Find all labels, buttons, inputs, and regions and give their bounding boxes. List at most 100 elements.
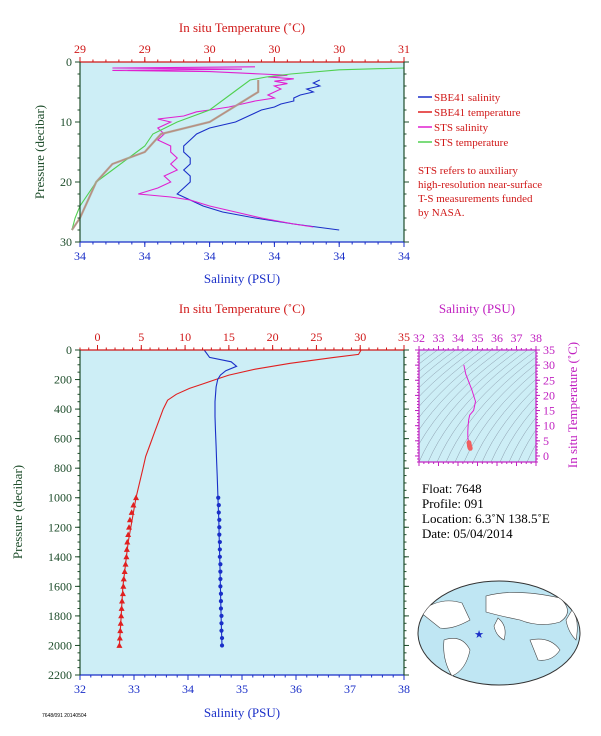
ts-density-contour: [419, 350, 483, 407]
ts-top-tick-label: 32: [413, 331, 425, 345]
temperature-marker: [123, 553, 130, 560]
ts-top-tick-label: 35: [472, 331, 484, 345]
salinity-marker: [216, 510, 221, 515]
full-profile-y-tick-label: 600: [54, 432, 72, 446]
legend-note-line-1: STS refers to auxiliary: [418, 165, 518, 177]
near-surface-series-sbe41-salinity: [176, 79, 340, 231]
temperature-marker: [118, 612, 125, 619]
ts-top-tick-label: 38: [530, 331, 542, 345]
ts-diagram-plot-area: [419, 350, 536, 462]
temperature-marker: [133, 494, 140, 501]
salinity-marker: [216, 503, 221, 508]
ts-right-tick-label: 25: [543, 373, 555, 387]
near-surface-bottom-tick-label: 34: [333, 249, 345, 263]
near-surface-y-tick-label: 0: [66, 55, 72, 69]
full-profile-y-tick-label: 1400: [48, 550, 72, 564]
temperature-marker: [120, 575, 127, 582]
date: Date: 05/04/2014: [422, 526, 513, 541]
ts-density-contour: [419, 350, 474, 398]
full-profile-top-tick-label: 10: [179, 330, 191, 344]
ts-top-tick-label: 34: [452, 331, 464, 345]
ts-density-contour: [419, 350, 510, 445]
ts-right-tick-label: 35: [543, 343, 555, 357]
salinity-marker: [217, 547, 222, 552]
salinity-marker: [219, 621, 224, 626]
near-surface-bottom-tick-label: 34: [139, 249, 151, 263]
ts-density-contour: [436, 350, 536, 462]
salinity-marker: [219, 635, 225, 641]
temperature-marker: [116, 642, 123, 648]
temperature-marker: [124, 538, 131, 545]
ts-density-contour: [508, 417, 536, 462]
temperature-marker: [125, 531, 132, 538]
salinity-marker: [218, 569, 223, 574]
full-profile-bottom-tick-label: 35: [236, 682, 248, 696]
full-profile-bottom-tick-label: 34: [182, 682, 194, 696]
salinity-marker: [218, 606, 224, 611]
full-profile-y-tick-label: 2200: [48, 668, 72, 682]
temperature-marker: [126, 524, 133, 530]
salinity-marker: [217, 539, 222, 545]
full-profile-top-tick-label: 0: [95, 330, 101, 344]
near-surface-top-axis-label: In situ Temperature (˚C): [179, 20, 305, 35]
salinity-marker: [218, 584, 223, 589]
near-surface-bottom-tick-label: 34: [268, 249, 280, 263]
near-surface-top-tick-label: 29: [139, 42, 151, 56]
ts-right-tick-label: 10: [543, 419, 555, 433]
ts-right-tick-label: 20: [543, 388, 555, 402]
ts-diagram-right-axis-label: In situ Temperature (˚C): [565, 342, 580, 468]
full-profile-y-tick-label: 0: [66, 343, 72, 357]
full-profile-y-tick-label: 1800: [48, 609, 72, 623]
ts-density-contour: [517, 429, 536, 462]
ts-density-contour: [481, 387, 536, 462]
full-profile-y-tick-label: 400: [54, 402, 72, 416]
temperature-marker: [117, 620, 124, 626]
full-profile-y-tick-label: 2000: [48, 638, 72, 652]
world-map: ★: [417, 580, 581, 686]
ts-deep-marker: [467, 445, 473, 451]
near-surface-bottom-axis-label: Salinity (PSU): [204, 271, 280, 286]
salinity-marker: [217, 517, 222, 522]
temperature-marker: [126, 516, 133, 523]
legend-label-sbe41-temperature: SBE41 temperature: [434, 107, 521, 119]
temperature-marker: [121, 568, 128, 574]
legend-note-line-2: high-resolution near-surface: [418, 179, 542, 191]
temperature-marker: [130, 501, 137, 508]
location: Location: 6.3˚N 138.5˚E: [422, 511, 550, 526]
ts-density-contour: [472, 378, 536, 462]
near-surface-top-tick-label: 30: [204, 42, 216, 56]
ts-right-tick-label: 30: [543, 358, 555, 372]
ts-density-contour: [419, 350, 501, 431]
full-profile-top-tick-label: 15: [223, 330, 235, 344]
salinity-marker: [218, 591, 224, 596]
salinity-marker: [218, 562, 223, 567]
salinity-marker: [217, 525, 222, 530]
near-surface-series-sts-temperature: [71, 67, 405, 231]
near-surface-chart: 29 29 30 30 30 31 34 34 34 34 34 34 0 10 20 30 In situ …: [32, 20, 410, 286]
near-surface-temperature-overlay: [70, 80, 260, 231]
full-profile-chart: 0 5 10 15 20 25 30 35 32 33 34 35 36 37 38 0 200 400 600 80…: [10, 301, 410, 720]
near-surface-y-tick-label: 20: [60, 175, 72, 189]
legend-note-line-4: by NASA.: [418, 207, 465, 219]
salinity-marker: [217, 554, 222, 559]
legend-label-sts-salinity: STS salinity: [434, 122, 489, 134]
full-profile-top-tick-label: 20: [267, 330, 279, 344]
legend-note-line-3: T-S measurements funded: [418, 193, 533, 205]
ts-density-contours: [419, 350, 536, 462]
full-profile-top-tick-label: 35: [398, 330, 410, 344]
temperature-marker: [122, 561, 129, 567]
salinity-marker: [216, 495, 221, 500]
near-surface-bottom-tick-label: 34: [398, 249, 410, 263]
ts-density-contour: [445, 356, 536, 462]
full-profile-y-tick-label: 1600: [48, 579, 72, 593]
temperature-marker: [117, 627, 124, 634]
full-profile-bottom-tick-label: 32: [74, 682, 86, 696]
salinity-marker: [219, 613, 224, 619]
full-profile-top-tick-label: 5: [138, 330, 144, 344]
salinity-marker: [219, 643, 225, 648]
ts-right-tick-label: 5: [543, 434, 549, 448]
full-profile-bottom-tick-label: 37: [344, 682, 356, 696]
ts-density-contour: [499, 406, 536, 462]
full-profile-top-tick-label: 25: [310, 330, 322, 344]
